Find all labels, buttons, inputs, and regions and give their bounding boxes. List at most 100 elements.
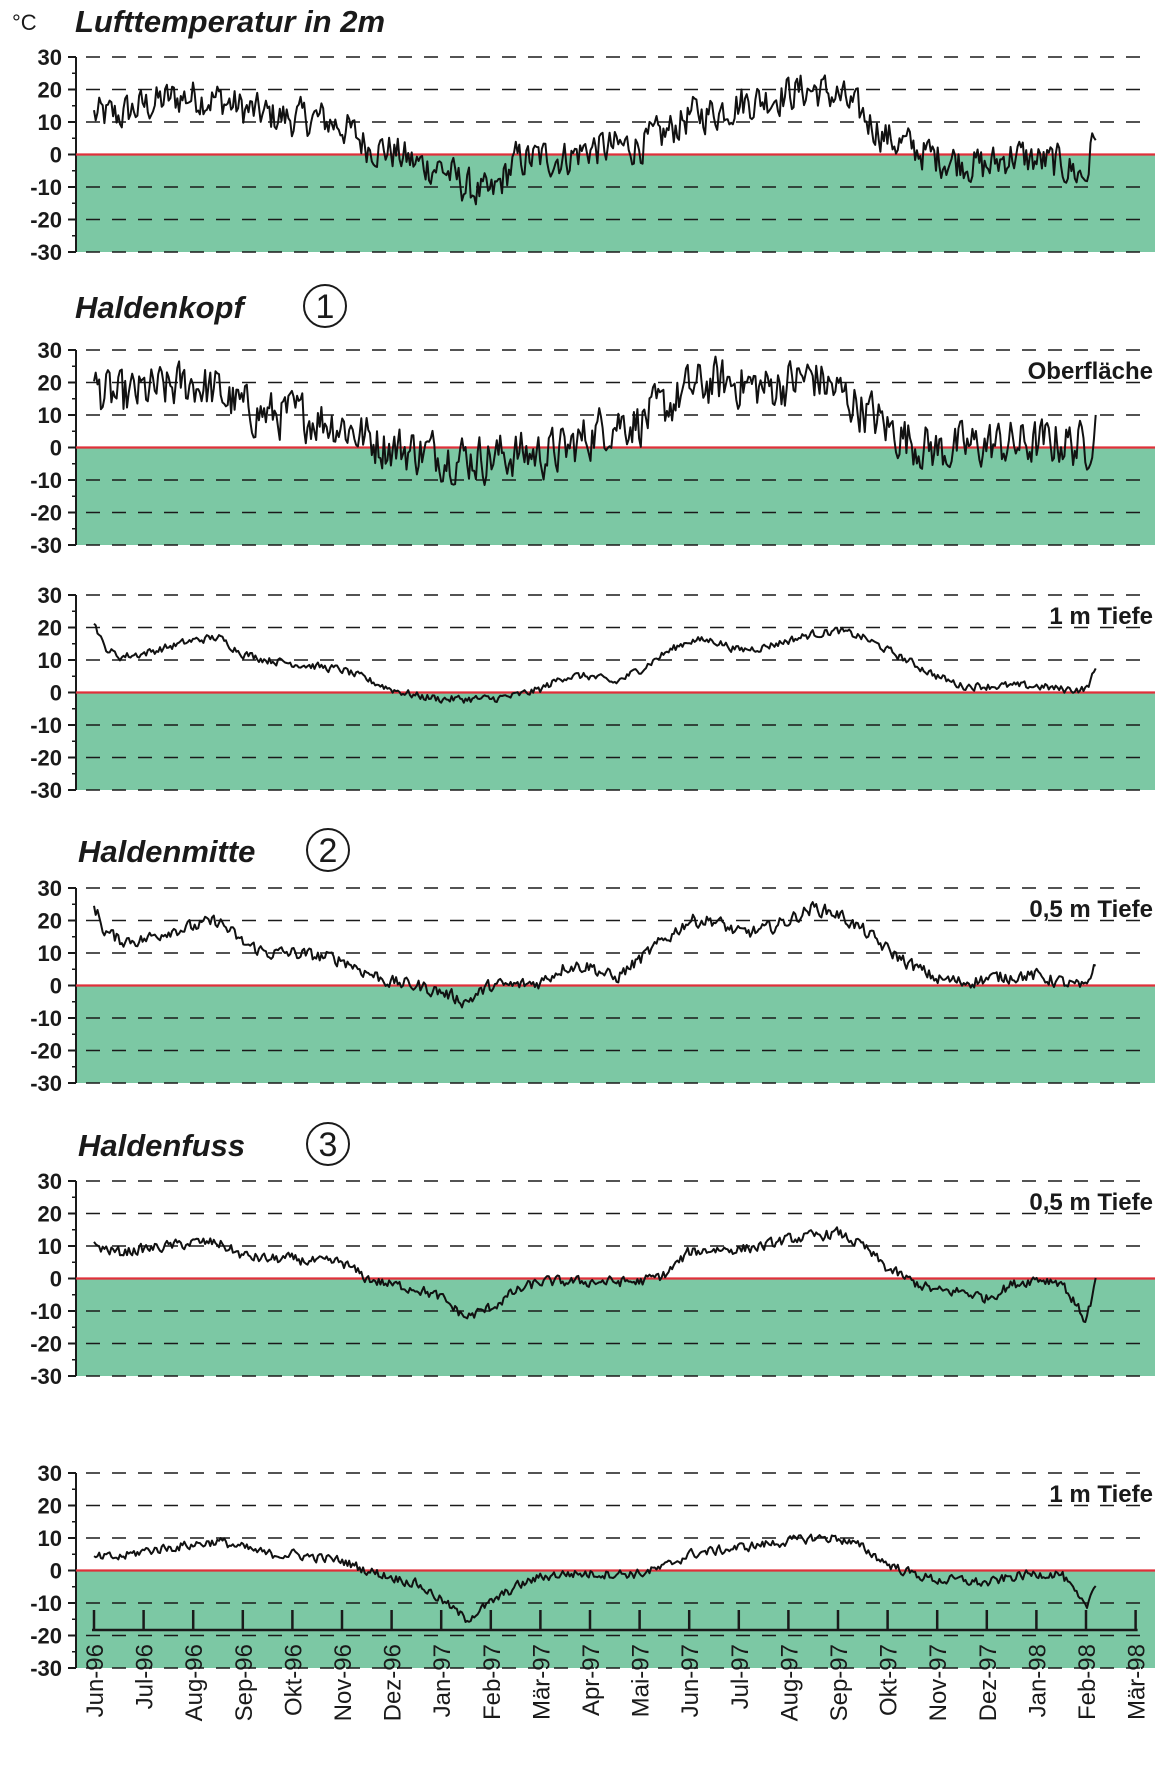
x-tick-label: Dez-96: [380, 1644, 407, 1721]
series-line: [93, 1226, 1097, 1323]
title-haldenfuss: Haldenfuss: [78, 1128, 245, 1163]
panel-1: 30 20 10 0 -10 -20 -30 Oberfläche: [30, 338, 1155, 558]
y-tick-label: 30: [38, 876, 62, 901]
y-tick-label: 30: [38, 1169, 62, 1194]
x-tick-label: Sep-97: [826, 1644, 853, 1721]
marker-circle-3: [306, 1122, 350, 1166]
x-tick-label: Jun-96: [82, 1644, 109, 1717]
y-tick-label: 10: [38, 648, 62, 673]
title-haldenkopf: Haldenkopf: [75, 290, 246, 325]
y-tick-label: -30: [30, 778, 62, 803]
y-tick-label: 10: [38, 403, 62, 428]
x-tick-label: Nov-96: [330, 1644, 357, 1721]
below-zero-area: [76, 1570, 1155, 1668]
x-tick-label: Aug-96: [181, 1644, 208, 1721]
series-line: [93, 622, 1097, 704]
panel-3: 30 20 10 0 -10 -20 -30 0,5 m Tiefe: [30, 876, 1155, 1096]
below-zero-area: [76, 1278, 1155, 1376]
panel-label: Oberfläche: [1028, 358, 1153, 385]
marker-number-1: 1: [316, 288, 335, 326]
title-air-temperature: Lufttemperatur in 2m: [75, 4, 385, 39]
marker-number-2: 2: [319, 832, 338, 870]
x-tick-label: Okt-97: [876, 1644, 903, 1716]
x-tick-label: Apr-97: [578, 1644, 605, 1716]
marker-circle-2: [306, 828, 350, 872]
x-tick-label: Aug-97: [776, 1644, 803, 1721]
x-tick-label: Sep-96: [231, 1644, 258, 1721]
y-tick-label: 10: [38, 110, 62, 135]
y-tick-label: 0: [50, 436, 62, 461]
y-tick-label: -30: [30, 533, 62, 558]
y-tick-label: 0: [50, 1267, 62, 1292]
x-tick-label: Jun-97: [677, 1644, 704, 1717]
y-tick-label: -30: [30, 240, 62, 265]
y-tick-label: 30: [38, 1461, 62, 1486]
y-tick-label: 10: [38, 1526, 62, 1551]
y-tick-label: -20: [30, 746, 62, 771]
y-tick-label: 20: [38, 1494, 62, 1519]
series-line: [93, 901, 1097, 1009]
below-zero-area: [76, 154, 1155, 252]
below-zero-area: [76, 447, 1155, 545]
y-tick-label: 20: [38, 909, 62, 934]
x-tick-label: Mai-97: [628, 1644, 655, 1717]
below-zero-area: [76, 692, 1155, 790]
y-tick-label: 20: [38, 371, 62, 396]
y-tick-label: 10: [38, 941, 62, 966]
y-tick-label: 0: [50, 974, 62, 999]
y-tick-label: -10: [30, 1299, 62, 1324]
x-tick-label: Nov-97: [925, 1644, 952, 1721]
panel-5: 30 20 10 0 -10 -20 -30 1 m Tiefe: [30, 1461, 1155, 1681]
y-tick-label: -10: [30, 1591, 62, 1616]
y-tick-label: -30: [30, 1071, 62, 1096]
series-line: [93, 74, 1097, 206]
y-tick-label: -10: [30, 713, 62, 738]
y-tick-label: -20: [30, 1624, 62, 1649]
x-tick-label: Okt-96: [280, 1644, 307, 1716]
y-tick-label: 0: [50, 143, 62, 168]
y-tick-label: 10: [38, 1234, 62, 1259]
title-haldenmitte: Haldenmitte: [78, 834, 255, 869]
panel-label: 0,5 m Tiefe: [1029, 896, 1153, 923]
x-tick-label: Dez-97: [975, 1644, 1002, 1721]
y-tick-label: 30: [38, 338, 62, 363]
panel-0: 30 20 10 0 -10 -20 -30: [30, 45, 1155, 265]
y-tick-label: -10: [30, 468, 62, 493]
y-tick-label: -30: [30, 1656, 62, 1681]
x-tick-label: Mär-97: [528, 1644, 555, 1720]
x-tick-label: Jul-97: [727, 1644, 754, 1709]
panels: 3020100-10-20-303020100-10-20-30Oberfläc…: [30, 45, 1155, 1681]
x-tick-label: Feb-97: [479, 1644, 506, 1720]
y-tick-label: -20: [30, 501, 62, 526]
x-tick-label: Feb-98: [1074, 1644, 1101, 1720]
y-tick-label: 20: [38, 1202, 62, 1227]
panel-2: 30 20 10 0 -10 -20 -30 1 m Tiefe: [30, 583, 1155, 803]
y-tick-label: 20: [38, 616, 62, 641]
y-tick-label: 30: [38, 583, 62, 608]
x-axis: Jun-96 Jul-96 Aug-96 Sep-96 Okt-96 Nov-96 Dez-…: [82, 1610, 1151, 1721]
y-tick-label: -10: [30, 1006, 62, 1031]
y-tick-label: -10: [30, 175, 62, 200]
panel-4: 30 20 10 0 -10 -20 -30 0,5 m Tiefe: [30, 1169, 1155, 1389]
y-tick-label: 20: [38, 78, 62, 103]
y-tick-label: 0: [50, 1559, 62, 1584]
series-line: [93, 355, 1097, 486]
marker-circle-1: [303, 284, 347, 328]
y-tick-label: -20: [30, 208, 62, 233]
x-tick-label: Jan-97: [429, 1644, 456, 1717]
y-tick-label: -20: [30, 1039, 62, 1064]
y-tick-label: 0: [50, 681, 62, 706]
y-tick-label: 30: [38, 45, 62, 70]
y-tick-label: -20: [30, 1332, 62, 1357]
series-line: [93, 1533, 1097, 1623]
x-tick-label: Mär-98: [1124, 1644, 1151, 1720]
panel-label: 1 m Tiefe: [1049, 603, 1153, 630]
below-zero-area: [76, 985, 1155, 1083]
x-tick-label: Jan-98: [1024, 1644, 1051, 1717]
x-tick-label: Jul-96: [132, 1644, 159, 1709]
y-tick-label: -30: [30, 1364, 62, 1389]
panel-label: 1 m Tiefe: [1049, 1481, 1153, 1508]
unit-label: °C: [12, 10, 37, 35]
panel-label: 0,5 m Tiefe: [1029, 1189, 1153, 1216]
